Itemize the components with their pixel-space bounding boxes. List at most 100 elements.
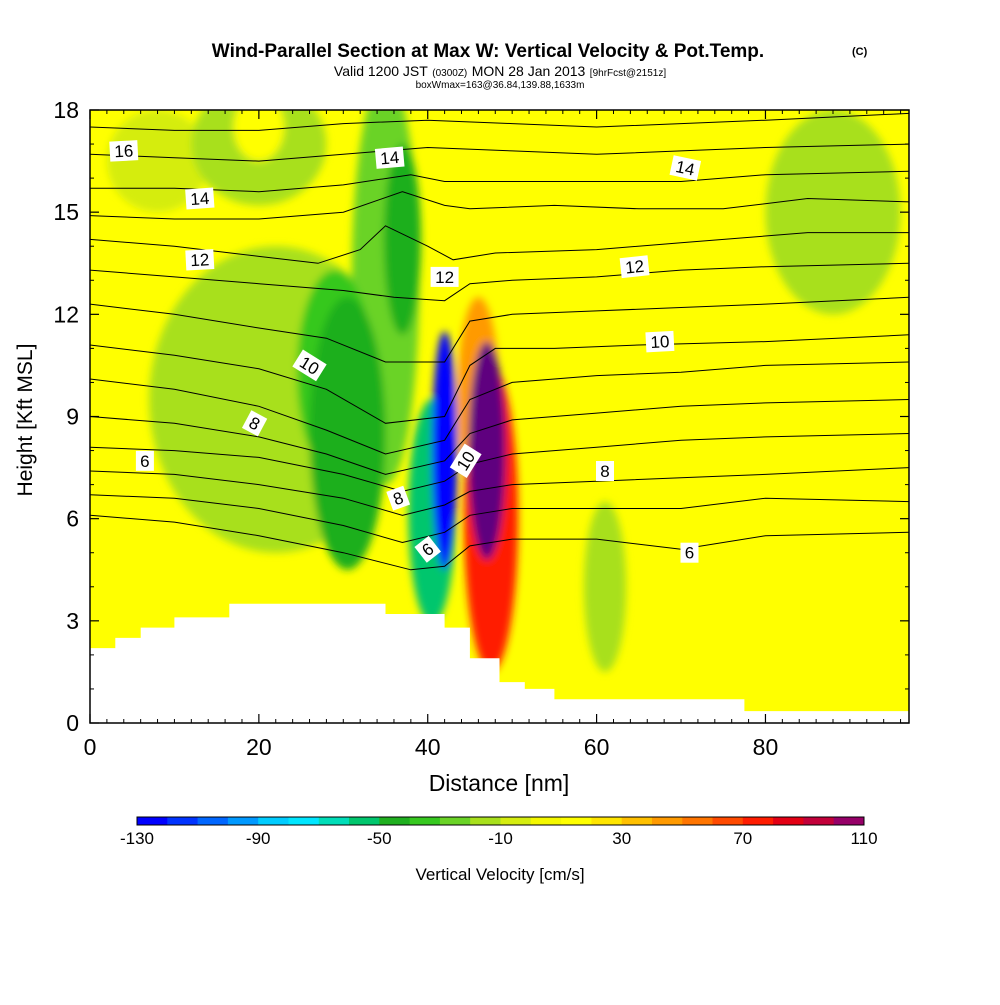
colorbar-tick-label-5: 70 [733, 829, 752, 848]
colorbar-swatch-2 [197, 817, 229, 825]
w-region-1 [841, 631, 909, 713]
contour-label-text: 6 [685, 544, 694, 563]
contour-label-box [292, 349, 327, 382]
colorbar-frame [136, 816, 865, 826]
colorbar-swatch-10 [439, 817, 471, 825]
contour-label-box [596, 461, 614, 481]
colorbar-swatch-8 [379, 817, 411, 825]
theta-contour-1 [90, 494, 909, 544]
contour-label-box [414, 535, 441, 563]
colorbar-tick-label-2: -50 [367, 829, 392, 848]
contour-label-box [430, 266, 459, 287]
contour-label-15: 6 [680, 542, 699, 563]
x-tick-label-3: 60 [584, 734, 610, 760]
y-tick-label-6: 18 [53, 97, 79, 123]
theta-contour-3 [90, 433, 909, 492]
w-region-2 [782, 399, 850, 570]
y-tick-label-5: 15 [53, 199, 79, 225]
contour-label-box [241, 410, 268, 437]
colorbar-tick-label-4: 30 [612, 829, 631, 848]
colorbar-swatch-16 [621, 817, 653, 825]
y-tick-label-2: 6 [66, 506, 79, 532]
w-region-13 [309, 297, 386, 570]
contour-label-13: 6 [135, 450, 154, 471]
colorbar-tick-label-1: -90 [246, 829, 271, 848]
colorbar [136, 816, 865, 826]
chart-subtitle: Valid 1200 JST (0300Z) MON 28 Jan 2013 [… [334, 63, 666, 80]
contour-label-box [135, 450, 154, 471]
colorbar-swatch-23 [833, 817, 865, 825]
colorbar-tick-label-6: 110 [850, 829, 877, 848]
contour-label-6: 12 [619, 255, 650, 279]
w-region-0 [106, 110, 209, 213]
contour-label-2: 14 [374, 146, 405, 169]
contour-label-box [374, 146, 405, 169]
theta-contour-4 [90, 399, 909, 475]
contour-label-5: 12 [430, 266, 459, 287]
colorbar-swatch-15 [591, 817, 623, 825]
contour-label-box [109, 140, 139, 162]
y-tick-label-4: 12 [53, 301, 79, 327]
colorbar-swatch-3 [227, 817, 259, 825]
colorbar-swatch-5 [288, 817, 320, 825]
contour-label-box [386, 485, 411, 511]
contour-label-text: 12 [624, 257, 645, 278]
contour-label-box [669, 155, 702, 181]
contour-label-4: 12 [185, 249, 215, 271]
contour-label-box [645, 330, 675, 353]
subtitle-utc-time: (0300Z) [432, 68, 467, 79]
y-tick-label-0: 0 [66, 710, 79, 736]
contour-label-box [680, 542, 699, 563]
colorbar-swatch-13 [530, 817, 562, 825]
x-axis-label: Distance [nm] [429, 770, 570, 796]
subtitle-forecast: [9hrFcst@2151z] [590, 68, 667, 79]
copyright-mark: (C) [852, 46, 868, 58]
colorbar-swatch-0 [137, 817, 168, 825]
colorbar-swatch-1 [167, 817, 199, 825]
contour-label-14: 6 [414, 535, 441, 563]
colorbar-swatch-19 [712, 817, 744, 825]
x-axis-ticks: 0 20 40 60 80 [84, 110, 902, 760]
contour-label-3: 14 [669, 155, 702, 181]
colorbar-tick-labels: -130 -90 -50 -10 30 70 110 [120, 829, 878, 848]
w-region-6 [233, 110, 285, 162]
theta-contour-7 [90, 296, 909, 363]
vertical-velocity-field [90, 110, 909, 713]
contour-label-text: 12 [190, 250, 210, 270]
x-tick-label-2: 40 [415, 734, 441, 760]
contour-label-box [185, 187, 215, 210]
contour-label-8: 10 [645, 330, 675, 353]
x-tick-label-1: 20 [246, 734, 272, 760]
contour-label-box [449, 443, 482, 478]
colorbar-swatch-20 [742, 817, 774, 825]
x-tick-label-4: 80 [753, 734, 779, 760]
colorbar-swatch-9 [409, 817, 441, 825]
subtitle-valid-time: Valid 1200 JST [334, 63, 428, 79]
y-axis-label: Height [Kft MSL] [14, 344, 37, 497]
contour-label-text: 16 [114, 141, 134, 161]
contour-label-12: 8 [596, 461, 614, 481]
contour-label-box [185, 249, 215, 271]
contour-label-text: 12 [435, 268, 454, 287]
contour-label-text: 14 [190, 189, 210, 209]
colorbar-swatch-21 [773, 817, 804, 825]
colorbar-swatch-4 [258, 817, 289, 825]
x-tick-label-0: 0 [84, 734, 97, 760]
theta-contour-5 [90, 361, 909, 455]
y-tick-label-1: 3 [66, 608, 79, 634]
w-region-8 [583, 501, 627, 672]
subtitle-date: MON 28 Jan 2013 [472, 63, 586, 79]
theta-contour-12 [90, 143, 909, 162]
terrain [90, 603, 909, 723]
contour-label-11: 8 [386, 485, 411, 511]
contour-label-text: 14 [379, 148, 400, 169]
theta-contour-10 [90, 191, 909, 220]
colorbar-swatch-12 [500, 817, 532, 825]
w-region-11 [383, 144, 421, 335]
theta-contour-2 [90, 467, 909, 516]
theta-contour-11 [90, 170, 909, 193]
w-region-3 [765, 110, 901, 315]
contour-label-0: 16 [109, 140, 139, 162]
